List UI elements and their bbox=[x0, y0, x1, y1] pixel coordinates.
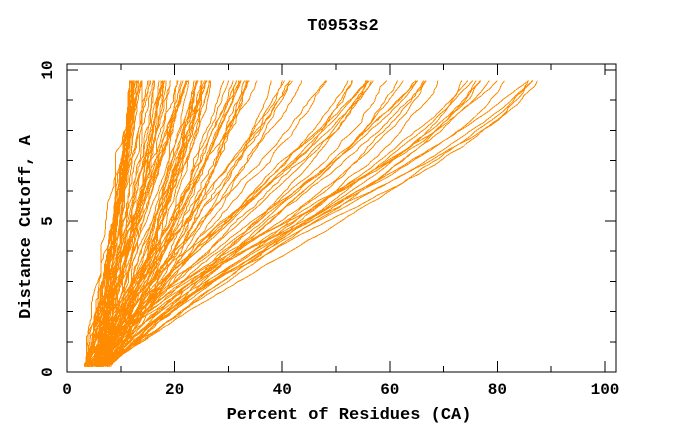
model-curve bbox=[96, 80, 234, 367]
model-curve bbox=[88, 80, 189, 367]
model-curve bbox=[110, 80, 388, 367]
model-curve bbox=[85, 80, 206, 368]
model-curve bbox=[96, 80, 293, 367]
model-curve bbox=[89, 80, 135, 367]
model-curve bbox=[94, 80, 149, 367]
model-curve bbox=[108, 80, 418, 367]
model-curve bbox=[88, 80, 303, 367]
model-curve bbox=[91, 80, 208, 367]
y-tick-label: 0 bbox=[39, 367, 57, 377]
x-tick-label: 0 bbox=[62, 381, 72, 399]
model-curve bbox=[94, 80, 188, 367]
model-curve bbox=[107, 80, 490, 367]
model-curve bbox=[93, 80, 166, 368]
model-curve bbox=[92, 80, 164, 367]
model-curve bbox=[106, 80, 143, 367]
y-tick-label: 5 bbox=[39, 216, 57, 226]
model-curve bbox=[100, 80, 477, 367]
model-curve bbox=[100, 80, 425, 368]
model-curve bbox=[93, 80, 505, 367]
model-curve bbox=[103, 80, 211, 367]
x-tick-label: 80 bbox=[488, 381, 507, 399]
model-curve bbox=[105, 80, 225, 367]
model-curve bbox=[86, 80, 482, 367]
model-curve bbox=[99, 80, 367, 368]
tick-labels-group: 0 20 40 60 80 100 0 5 10 bbox=[39, 60, 619, 399]
x-tick-label: 100 bbox=[591, 381, 620, 399]
plot-title: T0953s2 bbox=[307, 17, 378, 36]
model-curve bbox=[89, 80, 167, 367]
x-axis-label: Percent of Residues (CA) bbox=[227, 406, 472, 425]
y-axis-label: Distance Cutoff, A bbox=[17, 134, 36, 318]
model-curve bbox=[90, 80, 427, 368]
axis-ticks-group bbox=[66, 63, 616, 373]
model-curve bbox=[91, 80, 188, 367]
model-curve bbox=[89, 80, 139, 367]
model-curve bbox=[101, 80, 399, 368]
model-curves-group bbox=[84, 80, 538, 368]
model-curve bbox=[88, 80, 533, 368]
model-curve bbox=[86, 80, 439, 368]
model-curve bbox=[100, 80, 272, 367]
model-curve bbox=[96, 80, 155, 367]
model-curve bbox=[95, 80, 367, 367]
model-curve bbox=[105, 80, 283, 367]
model-curve bbox=[98, 80, 481, 368]
plot-border bbox=[66, 63, 617, 373]
y-tick-label: 10 bbox=[39, 60, 57, 79]
model-curve bbox=[96, 80, 210, 367]
model-curve bbox=[84, 80, 198, 367]
model-curve bbox=[99, 80, 238, 368]
model-curve bbox=[100, 80, 427, 367]
x-tick-label: 60 bbox=[380, 381, 399, 399]
model-curve bbox=[98, 80, 290, 368]
model-curve bbox=[105, 80, 469, 367]
x-tick-label: 20 bbox=[165, 381, 184, 399]
x-tick-label: 40 bbox=[273, 381, 292, 399]
